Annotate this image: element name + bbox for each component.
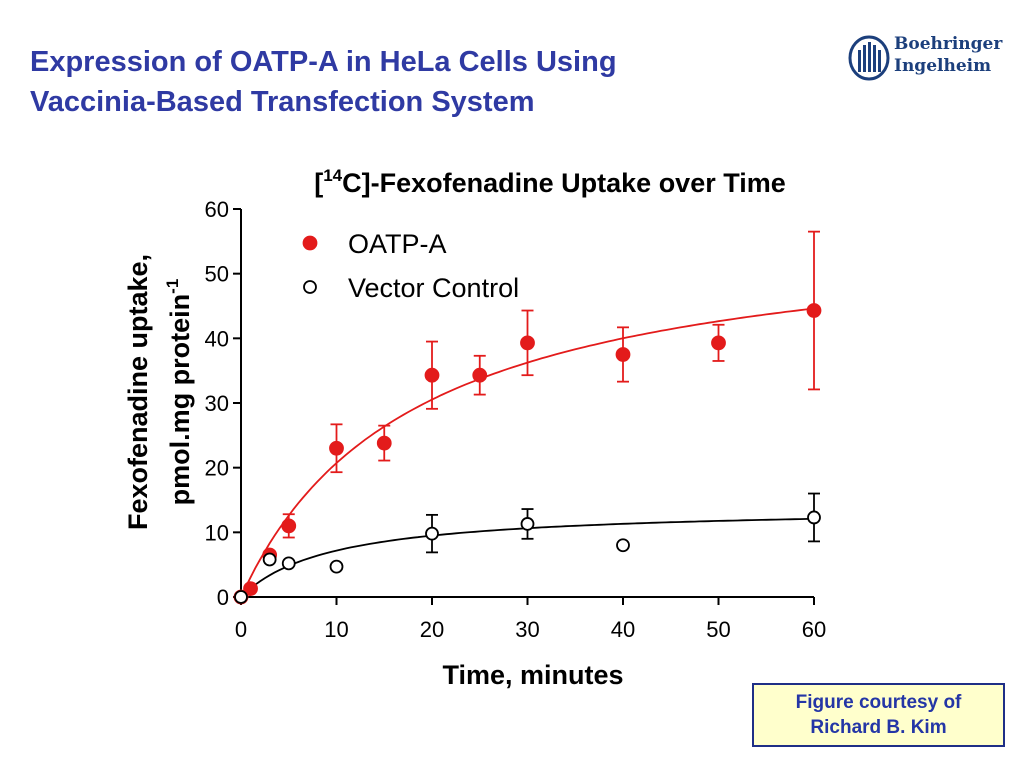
y-axis-label-line-2: pmol.mg protein-1 <box>163 279 195 506</box>
courtesy-line-1: Figure courtesy of <box>795 692 962 713</box>
x-tick-label: 50 <box>706 617 730 642</box>
y-tick-label: 50 <box>205 262 229 287</box>
figure-courtesy-box: Figure courtesy of Richard B. Kim <box>752 683 1005 747</box>
x-tick-label: 20 <box>420 617 444 642</box>
chart-axes: 0 10 20 30 40 50 60 0 10 20 30 40 50 60 <box>205 197 827 642</box>
y-tick-label: 60 <box>205 197 229 222</box>
boehringer-building-icon <box>848 35 890 81</box>
data-point-oatp-a <box>243 581 258 596</box>
legend-marker <box>302 235 318 251</box>
logo-line-1: Boehringer <box>894 34 1003 54</box>
legend-label: Vector Control <box>348 273 519 303</box>
slide-title-line-2: Vaccinia-Based Transfection System <box>30 86 535 118</box>
x-tick-label: 60 <box>802 617 826 642</box>
y-axis-label-superscript: -1 <box>163 279 182 294</box>
chart-title-superscript: 14 <box>323 166 342 185</box>
y-tick-label: 0 <box>217 585 229 610</box>
data-point-oatp-a <box>711 335 726 351</box>
data-point-oatp-a <box>806 303 822 318</box>
chart-title-main: C]-Fexofenadine Uptake over Time <box>342 168 786 198</box>
data-point-vector-control <box>425 526 439 541</box>
legend-marker <box>303 280 317 294</box>
logo-line-2: Ingelheim <box>894 56 992 76</box>
slide-title-line-1: Expression of OATP-A in HeLa Cells Using <box>30 46 617 78</box>
data-point-vector-control <box>520 517 535 531</box>
y-axis-label-unit: pmol.mg protein <box>165 294 195 506</box>
data-point-oatp-a <box>424 367 440 383</box>
y-tick-label: 40 <box>205 326 229 351</box>
data-points <box>233 303 822 605</box>
chart-title: [14C]-Fexofenadine Uptake over Time <box>314 166 786 198</box>
courtesy-line-2: Richard B. Kim <box>810 717 947 738</box>
data-point-vector-control <box>262 552 277 567</box>
x-tick-label: 0 <box>235 617 247 642</box>
company-logo: Boehringer Ingelheim <box>846 30 1006 86</box>
data-point-vector-control <box>329 559 344 574</box>
data-point-oatp-a <box>329 440 344 456</box>
slide-title: Expression of OATP-A in HeLa Cells Using… <box>30 42 790 122</box>
data-point-vector-control <box>616 538 630 553</box>
chart-title-prefix: [ <box>314 168 323 198</box>
y-tick-label: 10 <box>205 520 229 545</box>
x-tick-label: 30 <box>515 617 539 642</box>
data-point-oatp-a <box>376 435 392 451</box>
x-axis-label: Time, minutes <box>442 660 623 690</box>
legend-label: OATP-A <box>348 229 447 259</box>
y-tick-label: 30 <box>205 391 229 416</box>
data-point-oatp-a <box>281 518 297 534</box>
y-axis-label-line-1: Fexofenadine uptake, <box>123 254 153 530</box>
data-point-vector-control <box>234 590 248 604</box>
chart-legend: OATP-A Vector Control <box>302 229 519 303</box>
data-point-oatp-a <box>615 347 631 362</box>
logo-wordmark: Boehringer Ingelheim <box>894 33 1002 77</box>
y-tick-label: 20 <box>205 456 229 481</box>
x-tick-label: 10 <box>324 617 348 642</box>
data-point-vector-control <box>807 510 821 525</box>
data-point-oatp-a <box>520 335 535 351</box>
data-point-oatp-a <box>472 367 488 383</box>
x-tick-label: 40 <box>611 617 635 642</box>
data-point-vector-control <box>281 556 296 571</box>
